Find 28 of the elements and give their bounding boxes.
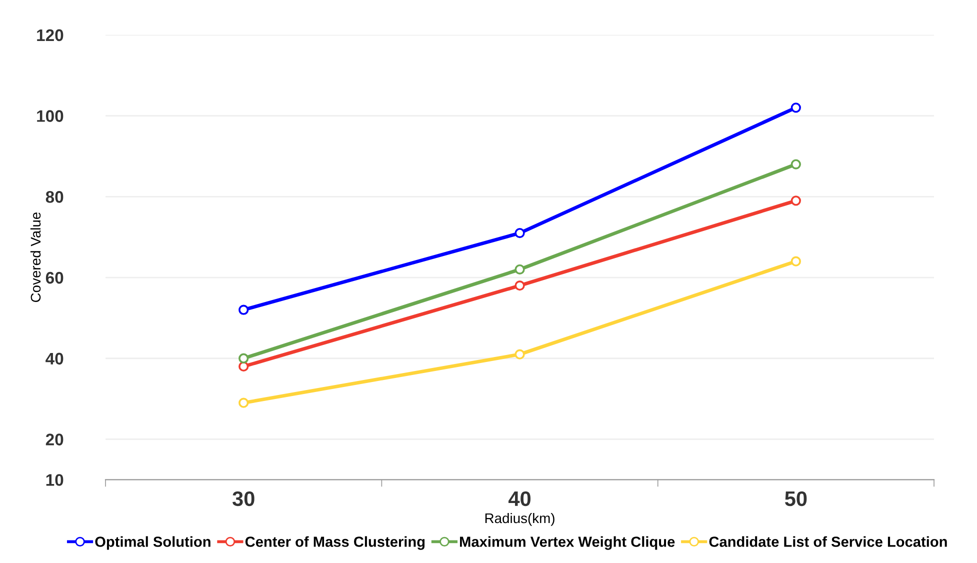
- y-tick-label: 40: [46, 352, 64, 365]
- point: [514, 349, 525, 360]
- legend-label: Maximum Vertex Weight Clique: [460, 536, 675, 550]
- y-tick-label: 100: [37, 110, 64, 122]
- point: [790, 159, 801, 170]
- x-tick-label: 50: [784, 491, 807, 506]
- point: [514, 264, 525, 274]
- y-tick-label: 20: [46, 434, 64, 446]
- y-tick-label: 120: [37, 29, 64, 42]
- point: [238, 304, 249, 315]
- y-tick-label: 10: [46, 474, 64, 486]
- point: [238, 361, 249, 372]
- y-axis-title: Covered Value: [30, 212, 41, 302]
- point: [514, 280, 525, 291]
- point: [790, 102, 801, 113]
- y-tick-label: 60: [46, 272, 64, 284]
- point: [790, 196, 801, 206]
- point: [238, 353, 249, 364]
- point: [238, 398, 249, 408]
- x-axis-title: Radius(km): [485, 512, 554, 526]
- y-tick-label: 80: [46, 191, 64, 203]
- legend-label: Center of Mass Clustering: [245, 536, 425, 550]
- legend-label: Optimal Solution: [95, 536, 210, 550]
- point: [790, 256, 801, 266]
- x-tick-label: 30: [232, 491, 254, 506]
- x-tick-label: 40: [508, 491, 530, 506]
- legend-label: Candidate List of Service Location: [709, 536, 947, 547]
- point: [514, 228, 525, 238]
